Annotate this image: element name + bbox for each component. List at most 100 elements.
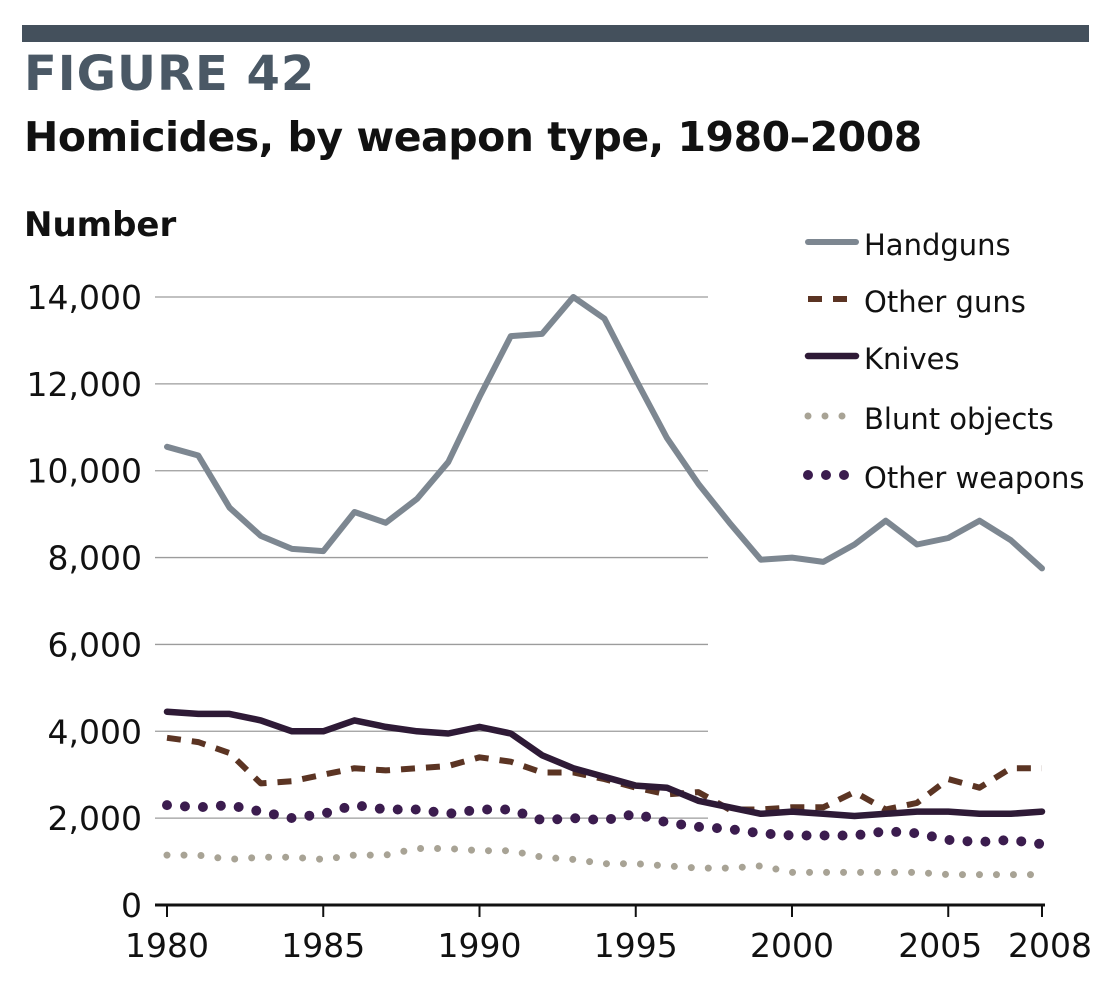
- data-point-handguns-1990: [477, 394, 483, 400]
- data-point-blunt-objects-1983: [258, 854, 264, 860]
- y-tick-0: 0: [121, 886, 142, 925]
- series-line-knives: [163, 708, 1046, 820]
- data-point-handguns-2004: [914, 542, 920, 548]
- legend-label-handguns: Handguns: [864, 228, 1011, 262]
- data-point-knives-1985: [320, 728, 326, 734]
- data-point-other-weapons-2003: [883, 828, 889, 834]
- data-point-other-guns-2002: [852, 789, 858, 795]
- data-point-other-weapons-2001: [820, 833, 826, 839]
- series-lines: [162, 294, 1047, 879]
- legend-label-other-weapons: Other weapons: [864, 461, 1085, 495]
- legend-label-knives: Knives: [864, 342, 960, 376]
- data-point-knives-1993: [570, 765, 576, 771]
- data-point-blunt-objects-1992: [539, 854, 545, 860]
- data-point-knives-2004: [914, 809, 920, 815]
- data-point-knives-1987: [383, 724, 389, 730]
- data-point-handguns-2003: [883, 518, 889, 524]
- data-point-knives-1996: [664, 785, 670, 791]
- data-point-other-weapons-1989: [445, 811, 451, 817]
- series-line-handguns: [164, 294, 1045, 572]
- data-point-other-weapons-1998: [727, 826, 733, 832]
- data-point-handguns-1989: [445, 459, 451, 465]
- data-point-handguns-1998: [727, 520, 733, 526]
- data-point-handguns-2000: [789, 555, 795, 561]
- data-point-blunt-objects-2005: [945, 872, 951, 878]
- data-point-handguns-1983: [258, 533, 264, 539]
- data-point-handguns-1999: [758, 557, 764, 563]
- data-point-other-guns-1987: [383, 767, 389, 773]
- data-point-other-guns-2005: [945, 776, 951, 782]
- data-point-blunt-objects-1993: [570, 856, 576, 862]
- data-point-other-weapons-1996: [664, 820, 670, 826]
- data-point-handguns-2001: [820, 559, 826, 565]
- data-point-other-guns-2001: [820, 804, 826, 810]
- data-point-other-weapons-1987: [383, 807, 389, 813]
- data-point-handguns-2007: [1008, 537, 1014, 543]
- data-point-other-weapons-1981: [195, 804, 201, 810]
- data-point-blunt-objects-2004: [914, 869, 920, 875]
- data-point-other-guns-1990: [477, 754, 483, 760]
- data-point-other-guns-1996: [664, 791, 670, 797]
- data-point-handguns-1985: [320, 548, 326, 554]
- data-point-blunt-objects-1984: [289, 854, 295, 860]
- y-tick-12000: 12,000: [27, 365, 142, 404]
- data-point-knives-2008: [1039, 809, 1045, 815]
- x-tick-1990: 1990: [438, 926, 522, 965]
- data-point-handguns-1997: [695, 481, 701, 487]
- data-point-knives-1984: [289, 728, 295, 734]
- data-point-other-weapons-1997: [695, 824, 701, 830]
- data-point-knives-1990: [477, 724, 483, 730]
- data-point-blunt-objects-2003: [883, 869, 889, 875]
- data-point-knives-1986: [352, 717, 358, 723]
- header-bar: [22, 25, 1089, 42]
- data-point-other-weapons-2002: [852, 833, 858, 839]
- data-point-knives-1997: [695, 798, 701, 804]
- data-point-handguns-1988: [414, 496, 420, 502]
- data-point-other-weapons-1980: [164, 802, 170, 808]
- data-point-handguns-1991: [508, 333, 514, 339]
- y-axis-label: Number: [24, 205, 176, 245]
- x-tick-1985: 1985: [281, 926, 365, 965]
- data-point-other-weapons-2008: [1039, 841, 1045, 847]
- data-point-other-guns-1981: [195, 739, 201, 745]
- data-point-blunt-objects-1990: [477, 848, 483, 854]
- y-tick-labels: 0 2,000 4,000 6,000 8,000 10,000 12,000 14,000: [27, 278, 142, 925]
- data-point-other-weapons-1993: [570, 815, 576, 821]
- data-point-knives-1998: [727, 804, 733, 810]
- data-point-handguns-1981: [195, 453, 201, 459]
- data-point-blunt-objects-1996: [664, 863, 670, 869]
- data-point-handguns-2006: [977, 518, 983, 524]
- data-point-blunt-objects-1997: [695, 865, 701, 871]
- data-point-blunt-objects-1994: [602, 861, 608, 867]
- data-point-handguns-1987: [383, 520, 389, 526]
- data-point-other-guns-1986: [352, 765, 358, 771]
- data-point-other-weapons-1991: [508, 807, 514, 813]
- data-point-handguns-1994: [602, 316, 608, 322]
- y-tick-4000: 4,000: [48, 712, 142, 751]
- data-point-other-weapons-2004: [914, 830, 920, 836]
- gridlines: [155, 296, 1045, 907]
- data-point-handguns-1980: [164, 444, 170, 450]
- data-point-knives-2006: [977, 811, 983, 817]
- data-point-handguns-1984: [289, 546, 295, 552]
- chart-title: Homicides, by weapon type, 1980–2008: [24, 113, 922, 161]
- data-point-blunt-objects-2008: [1039, 872, 1045, 878]
- data-point-blunt-objects-2007: [1008, 872, 1014, 878]
- data-point-other-weapons-2005: [945, 837, 951, 843]
- data-point-other-weapons-1985: [320, 811, 326, 817]
- y-tick-6000: 6,000: [48, 625, 142, 664]
- data-point-other-guns-1982: [227, 750, 233, 756]
- data-point-knives-1995: [633, 783, 639, 789]
- data-point-handguns-2008: [1039, 565, 1045, 571]
- x-tick-labels: 1980 1985 1990 1995 2000 2005 2008: [125, 905, 1092, 965]
- data-point-handguns-1995: [633, 377, 639, 383]
- data-point-other-weapons-1990: [477, 807, 483, 813]
- data-point-knives-1999: [758, 811, 764, 817]
- data-point-other-guns-1997: [695, 789, 701, 795]
- data-point-blunt-objects-1987: [383, 852, 389, 858]
- x-tick-1995: 1995: [594, 926, 678, 965]
- data-point-handguns-2005: [945, 535, 951, 541]
- data-point-handguns-1982: [227, 505, 233, 511]
- data-point-handguns-1992: [539, 331, 545, 337]
- legend-label-other-guns: Other guns: [864, 285, 1026, 319]
